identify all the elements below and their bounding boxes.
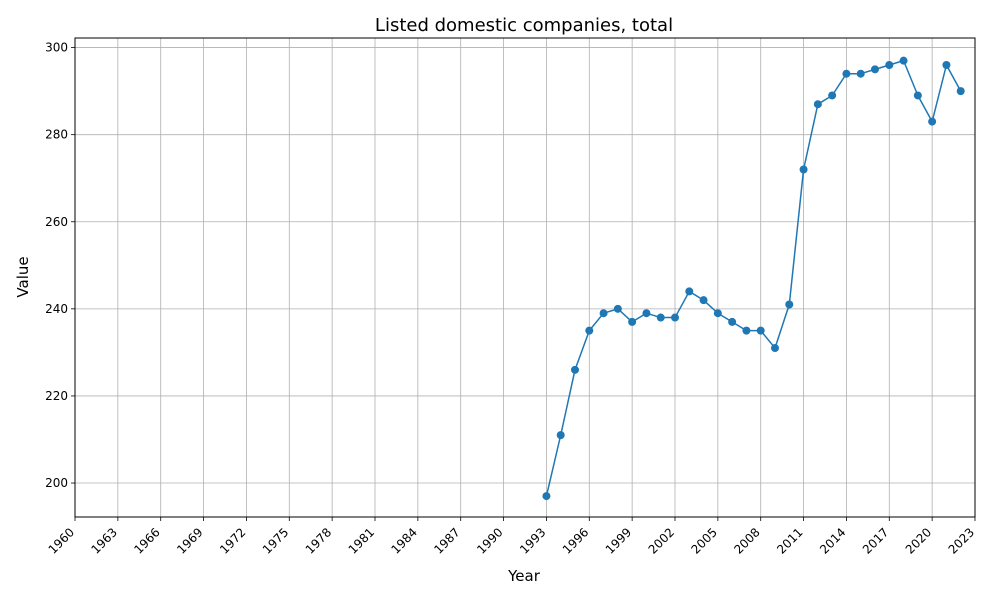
data-point [713, 309, 722, 318]
data-point [856, 69, 865, 78]
data-point [613, 304, 622, 313]
data-point [742, 326, 751, 335]
y-tick-label: 260 [45, 215, 68, 229]
y-tick-label: 280 [45, 128, 68, 142]
data-point [942, 60, 951, 69]
y-tick-label: 300 [45, 41, 68, 55]
data-point [542, 492, 551, 501]
data-point [871, 65, 879, 74]
data-point [699, 296, 708, 305]
data-point [928, 117, 937, 126]
data-point [828, 91, 837, 100]
data-point [728, 317, 737, 326]
data-point [913, 91, 922, 100]
data-point [585, 326, 594, 335]
data-point [628, 317, 637, 326]
x-axis-title: Year [507, 567, 541, 585]
data-point [642, 309, 651, 318]
data-point [956, 87, 965, 96]
chart-title: Listed domestic companies, total [375, 15, 673, 36]
data-point [599, 309, 608, 318]
data-point [799, 165, 808, 174]
data-point [571, 365, 579, 374]
data-point [813, 100, 822, 109]
y-tick-label: 200 [45, 476, 68, 490]
y-axis-title: Value [14, 256, 32, 297]
grid [74, 38, 976, 517]
data-point [685, 287, 694, 296]
data-point [671, 313, 679, 322]
data-point [842, 69, 851, 78]
data-point [885, 60, 894, 69]
data-point [556, 431, 565, 440]
y-tick-label: 220 [45, 389, 68, 403]
plot-frame [74, 37, 976, 518]
y-axis: 200 220 240 260 280 300 [45, 41, 75, 490]
series [542, 56, 965, 501]
y-tick-label: 240 [45, 302, 68, 316]
data-point [756, 326, 765, 335]
data-point [656, 313, 665, 322]
data-point [771, 344, 779, 353]
data-point [785, 300, 794, 309]
data-point [899, 56, 908, 65]
